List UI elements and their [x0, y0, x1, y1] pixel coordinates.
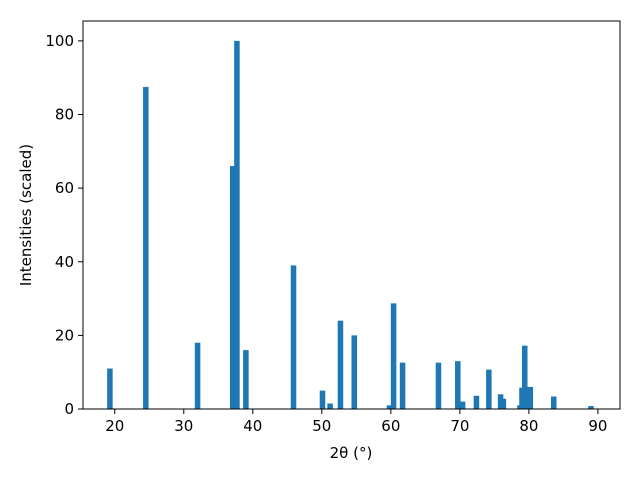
y-tick-label: 20	[55, 326, 74, 344]
x-tick-label: 90	[588, 417, 607, 435]
bar	[500, 398, 507, 409]
y-tick-label: 80	[55, 106, 74, 124]
y-axis-label: Intensities (scaled)	[17, 144, 35, 286]
bar	[319, 390, 326, 409]
y-tick-label: 60	[55, 179, 74, 197]
x-tick-label: 50	[312, 417, 331, 435]
bar	[473, 395, 480, 409]
y-tick-label: 0	[64, 400, 74, 418]
x-axis-label: 2θ (°)	[330, 444, 373, 462]
bar	[455, 361, 461, 409]
bar	[337, 320, 344, 409]
bar	[527, 386, 534, 409]
x-tick-label: 30	[174, 417, 193, 435]
bar	[290, 265, 297, 409]
x-tick-label: 20	[105, 417, 124, 435]
x-tick-label: 80	[519, 417, 538, 435]
bar	[327, 403, 333, 409]
y-tick-label: 40	[55, 253, 74, 271]
bar	[588, 406, 594, 409]
bar	[230, 166, 236, 409]
axes-frame	[82, 20, 621, 410]
bar	[459, 401, 466, 409]
bar	[234, 40, 240, 409]
bar	[390, 303, 397, 409]
x-tick-label: 70	[450, 417, 469, 435]
bar	[550, 396, 557, 409]
bar	[399, 362, 406, 409]
bar	[194, 342, 201, 409]
bar	[243, 350, 249, 409]
bar	[486, 369, 492, 409]
y-tick-label: 100	[45, 32, 74, 50]
bar	[143, 86, 149, 409]
bar	[386, 405, 393, 409]
x-tick-label: 60	[381, 417, 400, 435]
bar	[435, 362, 442, 409]
bar	[107, 368, 113, 409]
bar	[351, 335, 358, 409]
bar	[521, 345, 528, 409]
x-tick-label: 40	[243, 417, 262, 435]
